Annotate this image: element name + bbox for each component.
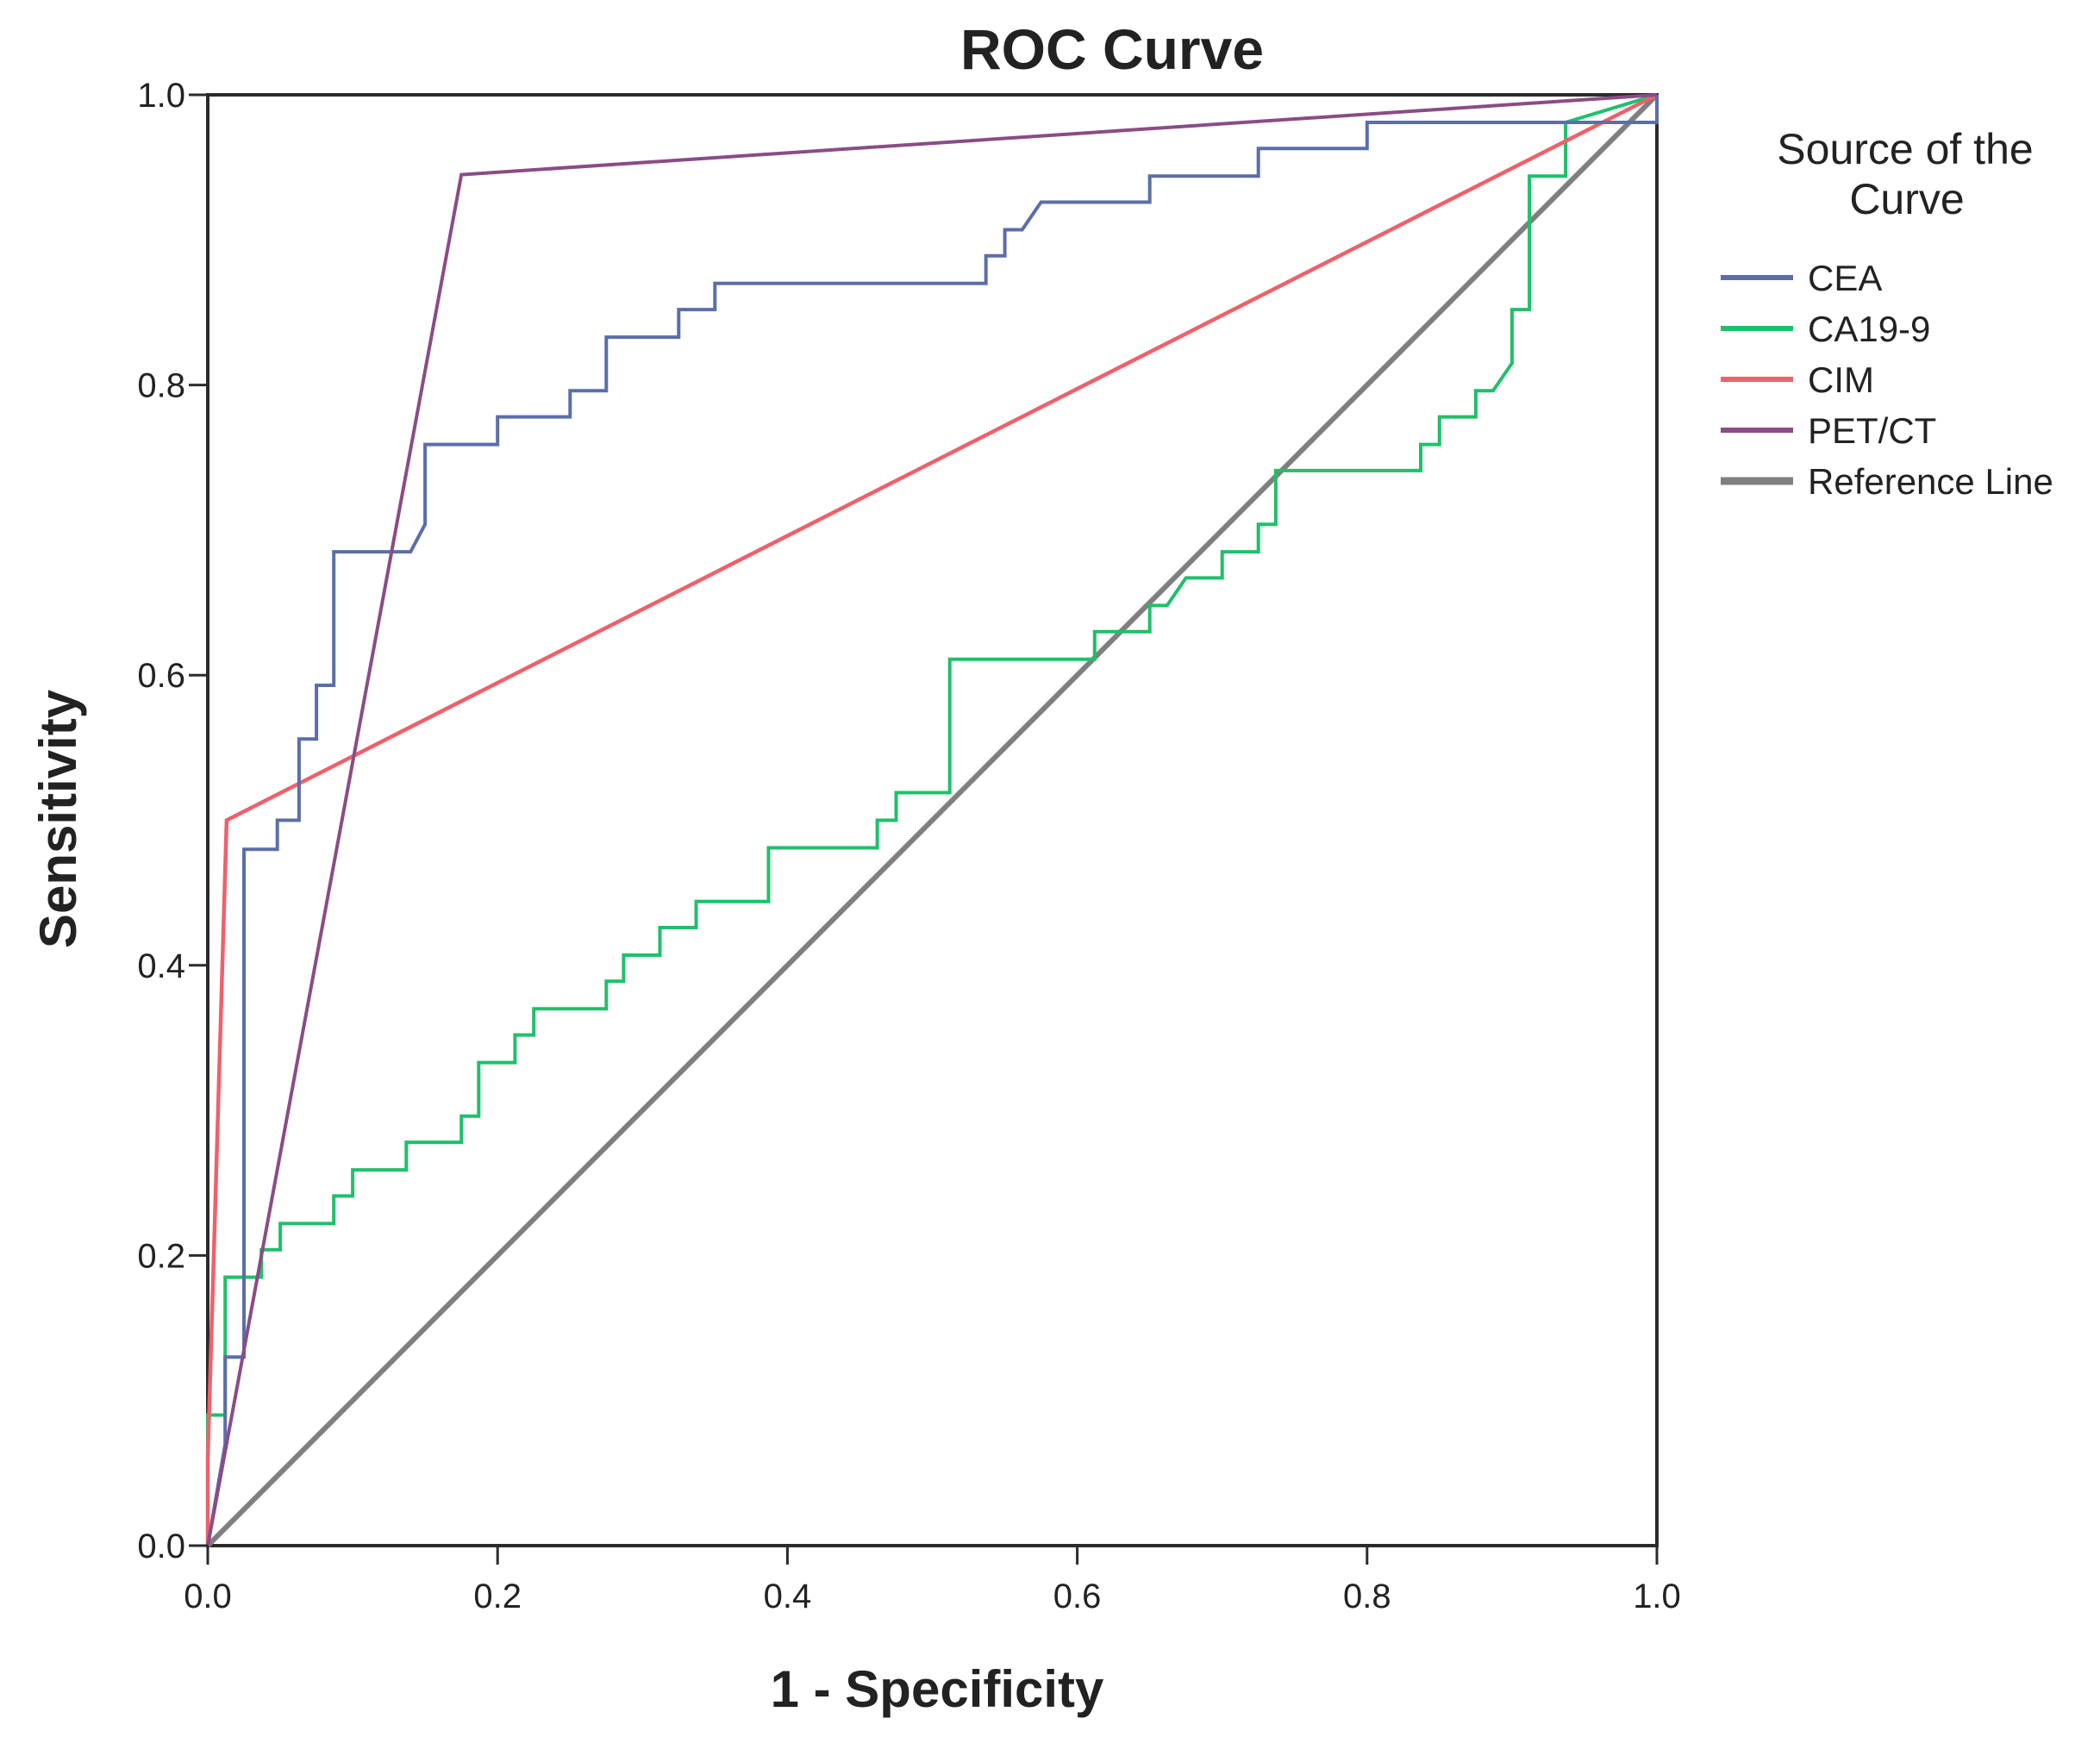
legend-label: Reference Line: [1808, 461, 2053, 502]
y-tick-label: 0.6: [137, 657, 185, 695]
series-layer: [205, 92, 1659, 1548]
y-tick-label: 0.4: [137, 947, 185, 985]
series-line-pet-ct: [206, 93, 1658, 1546]
legend-label: CA19-9: [1808, 309, 1930, 349]
chart-title: ROC Curve: [960, 17, 1264, 81]
legend-item-cea: CEA: [1721, 258, 1882, 298]
y-tick-label: 1.0: [137, 77, 185, 115]
legend-label: CEA: [1808, 258, 1882, 298]
legend-item-ca19-9: CA19-9: [1721, 309, 1930, 349]
series-line-cea: [206, 95, 1659, 1546]
plot-area: 0.0 0.2 0.4 0.6 0.8 1.0 0.0 0.2 0.4 0.6 0.8 1.0: [137, 77, 1680, 1615]
y-tick-label: 0.8: [137, 367, 185, 405]
legend-title-line-2: Curve: [1849, 175, 1964, 223]
legend-item-reference-line: Reference Line: [1721, 461, 2053, 502]
legend-item-cim: CIM: [1721, 359, 1874, 400]
y-tick-label: 0.0: [137, 1528, 185, 1565]
y-tick-label: 0.2: [137, 1237, 185, 1275]
x-axis-label: 1 - Specificity: [771, 1660, 1104, 1718]
y-axis-label: Sensitivity: [29, 689, 87, 948]
series-line-ca19-9: [206, 93, 1658, 1546]
legend: Source of the Curve CEA CA19-9 CIM PET/CT Re…: [1721, 125, 2053, 502]
legend-items: CEA CA19-9 CIM PET/CT Reference Line: [1721, 258, 2053, 502]
x-tick-label: 0.8: [1343, 1578, 1391, 1615]
x-tick-label: 0.0: [184, 1578, 232, 1615]
legend-label: PET/CT: [1808, 410, 1936, 451]
legend-label: CIM: [1808, 359, 1874, 400]
x-tick-label: 1.0: [1633, 1578, 1681, 1615]
series-line-cim: [205, 92, 1659, 1546]
legend-title-line-1: Source of the: [1777, 125, 2033, 173]
x-tick-label: 0.4: [764, 1578, 812, 1615]
x-tick-label: 0.6: [1053, 1578, 1102, 1615]
tick-layer: 0.0 0.2 0.4 0.6 0.8 1.0 0.0 0.2 0.4 0.6 0.8 1.0: [137, 77, 1680, 1615]
x-tick-label: 0.2: [473, 1578, 522, 1615]
legend-item-pet-ct: PET/CT: [1721, 410, 1936, 451]
series-line-reference-line: [205, 92, 1659, 1548]
